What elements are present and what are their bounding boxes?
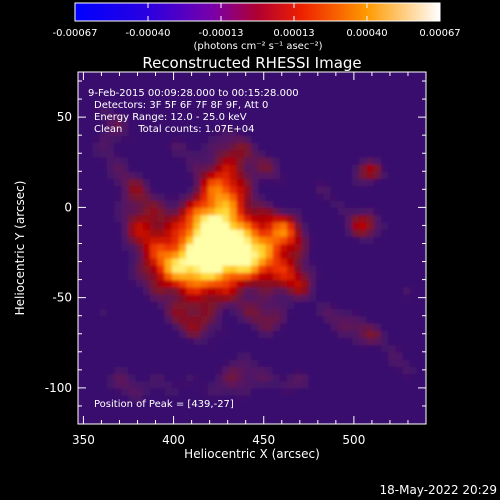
chart-title: Reconstructed RHESSI Image [142, 54, 361, 72]
peak-position-annotation: Position of Peak = [439,-27] [94, 399, 234, 410]
colorbar-unit: (photons cm⁻² s⁻¹ asec⁻²) [193, 41, 322, 52]
y-axis-label: Heliocentric Y (arcsec) [13, 181, 27, 316]
y-tick-label: 0 [64, 200, 72, 214]
colorbar-tick-label: 0.00040 [346, 28, 387, 39]
y-tick-label: 50 [57, 110, 72, 124]
colorbar-tick-label: 0.00013 [273, 28, 314, 39]
energy-range-annotation: Energy Range: 12.0 - 25.0 keV [94, 112, 247, 123]
x-tick-label: 500 [342, 433, 365, 447]
time-range-annotation: 9-Feb-2015 00:09:28.000 to 00:15:28.000 [88, 88, 299, 99]
colorbar-tick-label: -0.00040 [126, 28, 171, 39]
plot-frame [77, 71, 427, 425]
x-tick-label: 400 [162, 433, 185, 447]
footer-timestamp: 18-May-2022 20:29 [380, 483, 497, 497]
heatmap-image [78, 72, 426, 424]
x-tick-label: 450 [252, 433, 275, 447]
y-tick-label: -50 [52, 291, 72, 305]
x-axis-label: Heliocentric X (arcsec) [184, 447, 320, 461]
y-tick-label: -100 [45, 381, 72, 395]
colorbar-tick-label: -0.00013 [199, 28, 244, 39]
detectors-annotation: Detectors: 3F 5F 6F 7F 8F 9F, Att 0 [94, 100, 268, 111]
colorbar-ticks: -0.00067 -0.00040 -0.00013 0.00013 0.00040 0.… [53, 3, 461, 39]
colorbar [75, 3, 440, 21]
clean-counts-annotation: Clean Total counts: 1.07E+04 [94, 124, 254, 135]
colorbar-tick-label: -0.00067 [53, 28, 98, 39]
colorbar-tick-label: 0.00067 [419, 28, 460, 39]
x-tick-label: 350 [72, 433, 95, 447]
